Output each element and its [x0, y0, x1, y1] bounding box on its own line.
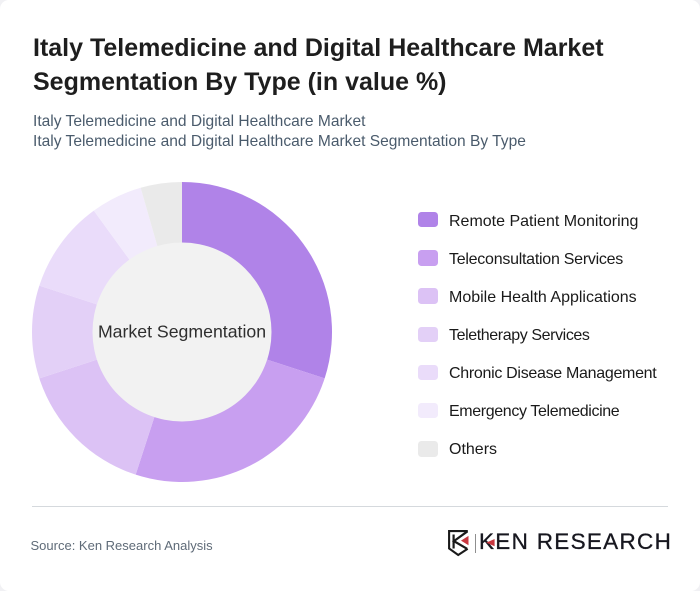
- svg-text:Market Segmentation: Market Segmentation: [98, 321, 266, 341]
